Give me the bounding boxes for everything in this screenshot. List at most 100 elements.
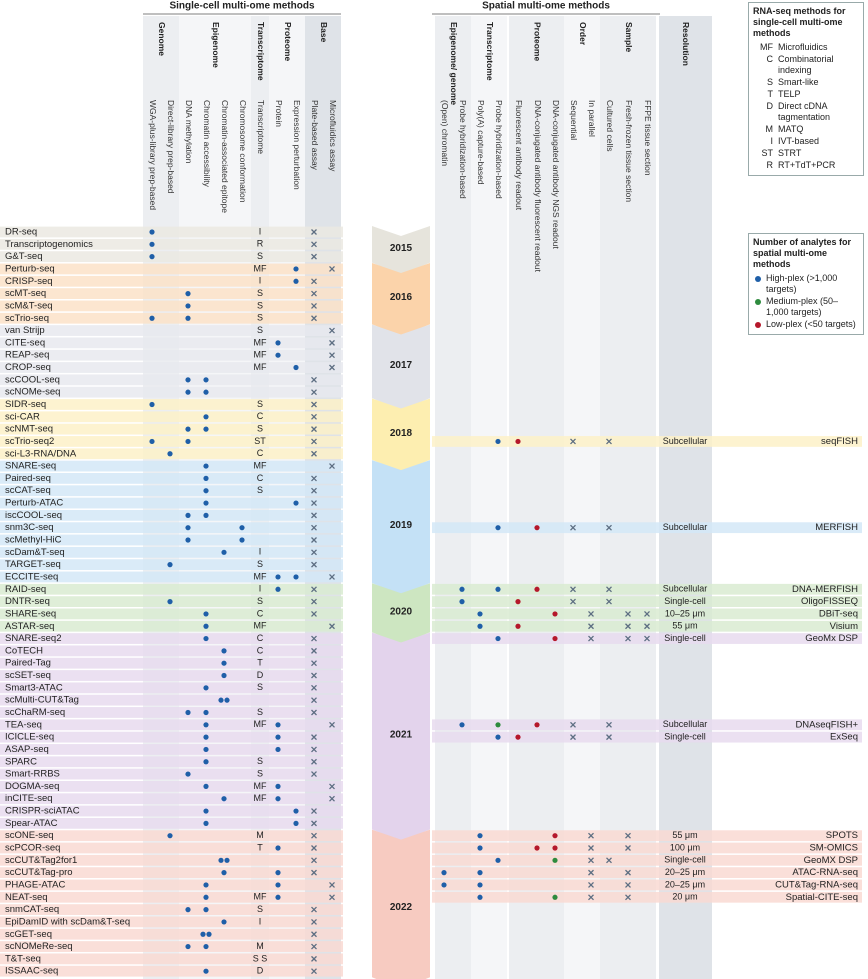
row-band	[432, 436, 862, 447]
method-name: SNARE-seq	[5, 461, 56, 472]
dot	[203, 709, 209, 716]
cross-mark	[311, 475, 317, 482]
dot	[534, 845, 540, 851]
cross-mark	[625, 832, 631, 839]
dot	[167, 833, 173, 839]
column-label: (Open) chromatin	[440, 100, 450, 166]
rna-code: S	[257, 485, 263, 495]
method-name: Perturb-seq	[5, 263, 55, 274]
method-name: scM&T-seq	[5, 300, 53, 311]
cross-mark	[311, 561, 317, 568]
row-band	[0, 768, 343, 780]
cross-mark	[329, 882, 335, 888]
row-band	[0, 633, 343, 644]
dot	[185, 525, 191, 531]
method-name: scChaRM-seq	[5, 707, 65, 718]
cross-mark	[329, 623, 335, 630]
column-label: Poly(A) capture-based	[476, 100, 486, 185]
cross-mark	[311, 955, 317, 962]
legend-analytes: Number of analytes for spatial multi-ome…	[748, 233, 864, 335]
cross-mark	[311, 290, 317, 297]
legend-dot	[755, 299, 761, 305]
rna-code: I	[259, 226, 262, 236]
dot	[275, 746, 281, 753]
dot	[221, 919, 227, 925]
row-band	[432, 596, 862, 607]
method-name: SIDR-seq	[5, 399, 46, 410]
cross-mark	[329, 463, 335, 470]
method-name: CoTECH	[5, 645, 43, 656]
year-label: 2020	[390, 606, 413, 617]
cross-mark	[588, 845, 594, 851]
method-name: EpiDamID with scDam&T-seq	[5, 916, 130, 927]
dot	[185, 303, 191, 309]
row-band	[432, 854, 862, 866]
year-label: 2019	[390, 520, 413, 531]
method-name: DNTR-seq	[5, 596, 50, 607]
dot	[477, 870, 483, 876]
rna-code: S S	[253, 953, 268, 963]
cross-mark	[311, 253, 317, 260]
dot	[459, 599, 465, 605]
cross-mark	[625, 894, 631, 901]
dot	[293, 574, 299, 580]
column-label: Chromatin accessibility	[202, 100, 212, 188]
legend-label: Combinatorial indexing	[778, 54, 834, 75]
dot	[185, 315, 191, 321]
cross-mark	[311, 302, 317, 309]
resolution: Single-cell	[664, 731, 706, 741]
column-label: Probe hybridization-based	[458, 100, 468, 199]
method-name: ASTAR-seq	[5, 621, 54, 632]
legend-label: High-plex (>1,000 targets)	[766, 273, 838, 294]
method-name: snm3C-seq	[5, 522, 54, 533]
cross-mark	[625, 869, 631, 876]
dot	[221, 870, 227, 876]
legend-entry: D Direct cDNA tagmentation	[753, 101, 859, 123]
method-name: van Strijp	[5, 325, 45, 336]
rna-code: S	[257, 300, 263, 310]
column-label: Fresh-frozen tissue section	[624, 100, 634, 202]
spatial-method-name: SPOTS	[826, 830, 858, 841]
row-band	[0, 707, 343, 718]
method-name: ECCITE-seq	[5, 571, 58, 582]
cross-mark	[625, 635, 631, 642]
year-label: 2022	[390, 902, 413, 913]
cross-mark	[311, 660, 317, 667]
cross-mark	[329, 574, 335, 580]
dot	[185, 907, 191, 913]
method-name: G&T-seq	[5, 251, 43, 262]
row-band	[0, 312, 343, 324]
dot	[477, 882, 483, 888]
cross-mark	[588, 882, 594, 888]
dot	[495, 635, 501, 642]
year-arrow	[372, 262, 430, 337]
legend-title: Number of analytes for spatial multi-ome…	[753, 237, 852, 269]
legend-entry: Low-plex (<50 targets)	[753, 319, 859, 330]
dot	[203, 968, 209, 974]
spatial-method-name: MERFISH	[815, 522, 858, 533]
method-name: REAP-seq	[5, 350, 49, 361]
row-band	[0, 608, 343, 620]
row-band	[0, 460, 343, 472]
dot	[477, 833, 483, 839]
dot	[203, 943, 209, 950]
method-name: PHAGE-ATAC	[5, 879, 65, 890]
method-name: scNOMeRe-seq	[5, 941, 73, 952]
column-label: WGA-plus-library prep-based	[148, 100, 158, 210]
method-name: scCUT&Tag-pro	[5, 867, 73, 878]
method-name: ASAP-seq	[5, 744, 49, 755]
dot	[275, 586, 281, 592]
column-label: Expression perturbation	[292, 100, 302, 190]
row-band	[0, 842, 343, 854]
cross-mark	[311, 758, 317, 765]
row-band	[0, 682, 343, 694]
dot	[552, 833, 558, 839]
cross-mark	[311, 376, 317, 383]
method-name: SHARE-seq	[5, 608, 56, 619]
cross-mark	[311, 672, 317, 679]
row-band	[0, 571, 343, 583]
cross-mark	[588, 869, 594, 876]
legend-label: Smart-like	[778, 77, 819, 87]
year-arrow	[372, 829, 430, 979]
cross-mark	[311, 426, 317, 433]
